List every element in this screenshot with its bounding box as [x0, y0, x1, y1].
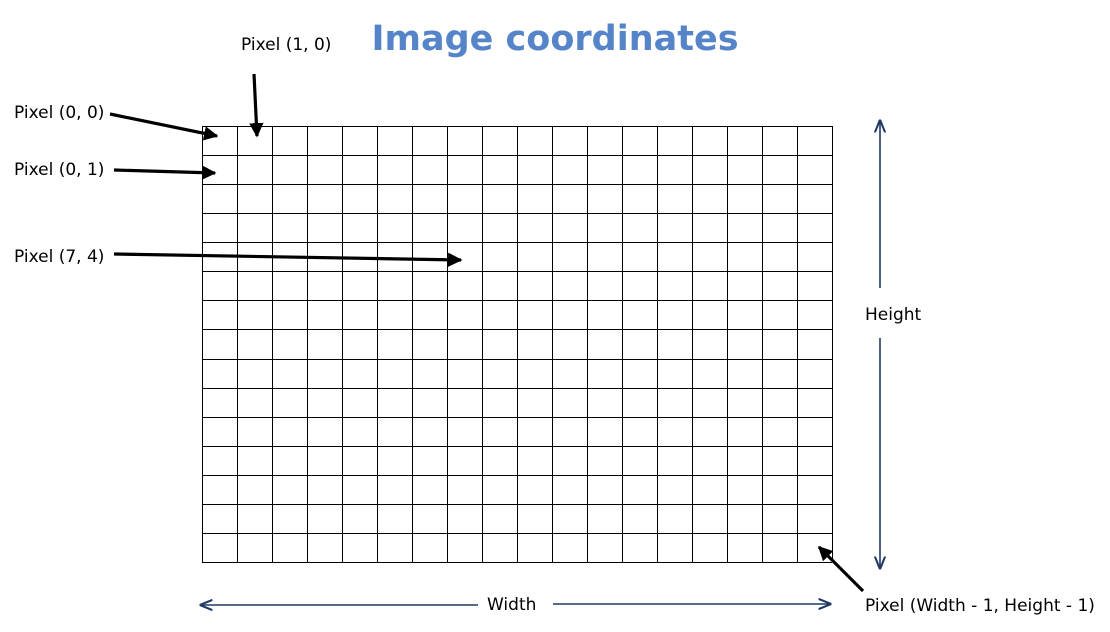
label-height: Height [865, 305, 922, 325]
label-pixel-last: Pixel (Width - 1, Height - 1) [865, 596, 1095, 616]
arrow-pixel-0-0 [109, 112, 219, 141]
pixel-grid [202, 126, 833, 563]
label-pixel-7-4: Pixel (7, 4) [14, 247, 104, 267]
label-pixel-0-1: Pixel (0, 1) [14, 160, 104, 180]
label-pixel-0-0: Pixel (0, 0) [14, 103, 104, 123]
label-width: Width [487, 595, 536, 615]
label-pixel-1-0: Pixel (1, 0) [241, 35, 331, 55]
arrow-pixel-7-4 [113, 252, 463, 267]
arrow-pixel-last [817, 545, 865, 593]
page-title: Image coordinates [371, 19, 738, 59]
arrow-pixel-1-0 [249, 73, 264, 138]
arrow-pixel-0-1 [113, 165, 217, 180]
